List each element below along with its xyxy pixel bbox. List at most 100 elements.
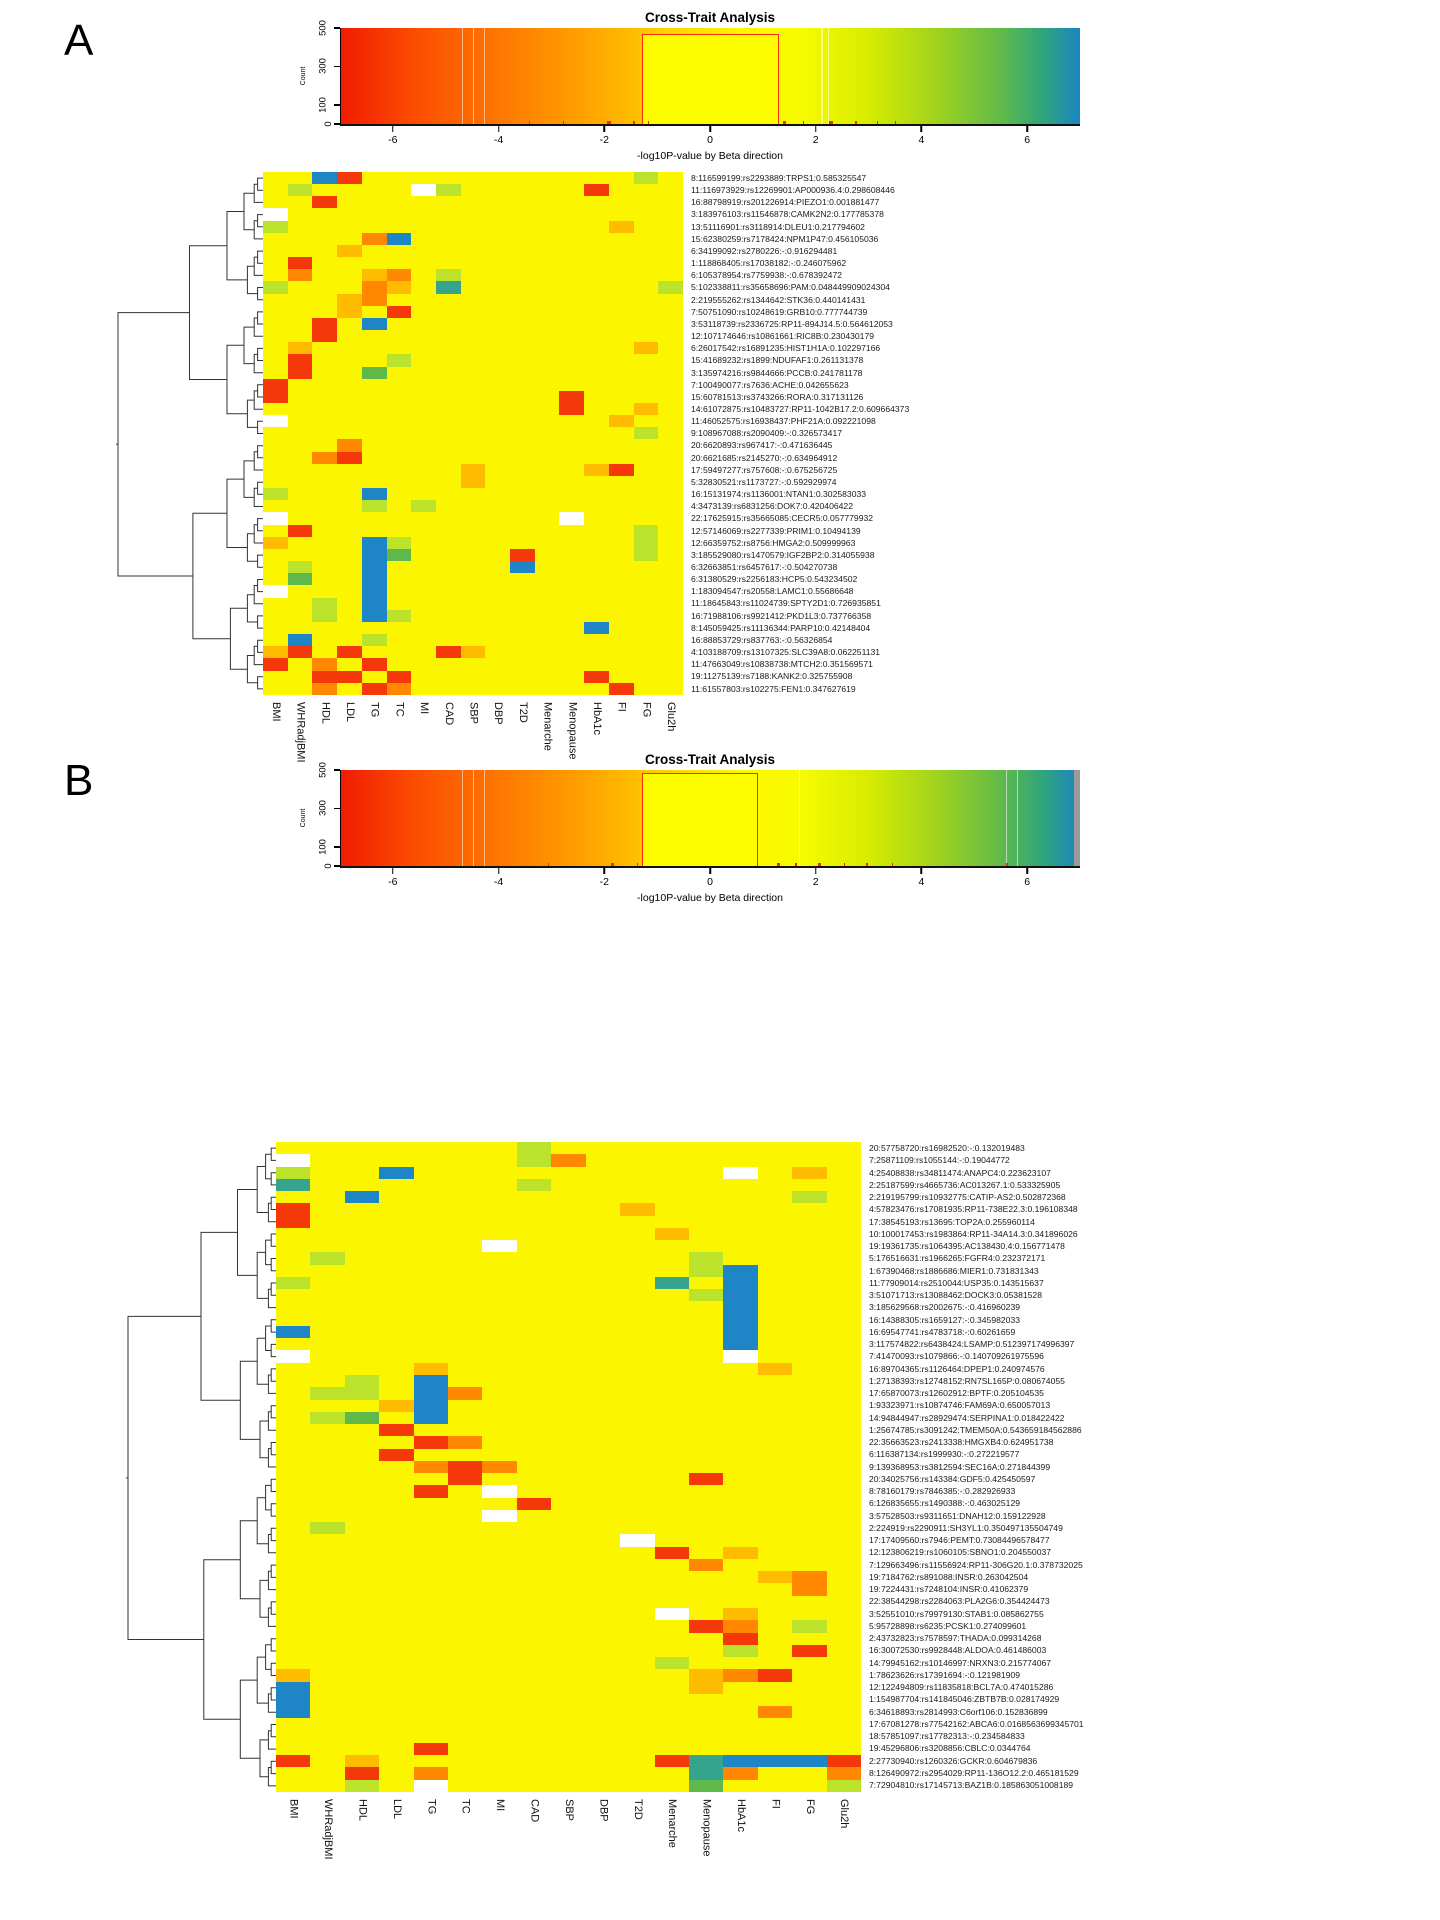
y-tick-mark	[334, 27, 340, 29]
heatmap-cell	[344, 1742, 380, 1756]
heatmap-cell	[263, 512, 288, 525]
heatmap-cell	[534, 585, 560, 598]
heatmap-cell	[826, 1657, 861, 1670]
heatmap-cell	[620, 1399, 655, 1412]
heatmap-cell	[534, 439, 560, 452]
heatmap-cell	[448, 1742, 483, 1756]
heatmap-cell	[585, 1620, 621, 1633]
heatmap-cell	[559, 670, 585, 683]
heatmap-cell	[757, 1583, 793, 1596]
column-label: HbA1c	[584, 702, 609, 797]
heatmap-cell	[792, 1693, 827, 1707]
column-label-text: HbA1c	[734, 1799, 747, 1833]
heatmap-cell	[585, 1424, 621, 1437]
heatmap-cell	[276, 1583, 311, 1596]
heatmap-cell	[826, 1411, 861, 1425]
heatmap-cell	[310, 1767, 345, 1780]
row-label: 6:34199092:rs2780226:-:0.916294481	[691, 245, 838, 256]
heatmap-cell	[482, 1669, 517, 1682]
heatmap-cell	[688, 1215, 724, 1228]
heatmap-cell	[757, 1191, 793, 1204]
heatmap-cell	[411, 658, 436, 671]
heatmap-cell	[435, 500, 461, 513]
heatmap-cell	[344, 1276, 380, 1290]
heatmap-cell	[361, 293, 387, 306]
heatmap-cell	[757, 1276, 793, 1290]
heatmap-cell	[411, 548, 436, 562]
heatmap-cell	[411, 634, 436, 647]
heatmap-cell	[723, 1227, 758, 1241]
heatmap-cell	[485, 451, 511, 464]
heatmap-cell	[757, 1546, 793, 1559]
column-label-text: CAD	[442, 702, 455, 726]
heatmap-cell	[608, 585, 634, 598]
heatmap-cell	[344, 1374, 380, 1388]
row-label: 15:62380259:rs7178424:NPM1P47:0.45610503…	[691, 233, 879, 244]
heatmap-cell	[516, 1338, 552, 1351]
heatmap-cell	[435, 475, 461, 489]
heatmap-cell	[411, 524, 436, 537]
heatmap-cell	[386, 463, 412, 476]
heatmap-cell	[379, 1534, 414, 1547]
heatmap-cell	[361, 342, 387, 355]
heatmap-cell	[723, 1558, 758, 1572]
heatmap-cell	[620, 1252, 655, 1265]
heatmap-cell	[435, 281, 461, 294]
heatmap-cell	[620, 1546, 655, 1559]
heatmap-cell	[413, 1657, 449, 1670]
heatmap-cell	[310, 1620, 345, 1633]
heatmap-cell	[287, 585, 313, 598]
heatmap-cell	[559, 208, 585, 221]
heatmap-cell	[585, 1203, 621, 1216]
heatmap-cell	[485, 682, 511, 695]
heatmap-cell	[510, 305, 535, 318]
row-label: 6:31380529:rs2256183:HCP5:0.543234502	[691, 574, 858, 585]
heatmap-cell	[633, 585, 659, 598]
heatmap-cell	[633, 427, 659, 440]
heatmap-cell	[633, 536, 659, 549]
heatmap-cell	[361, 658, 387, 671]
heatmap-cell	[654, 1681, 689, 1694]
heatmap-cell	[379, 1276, 414, 1290]
heatmap-cell	[411, 439, 436, 452]
heatmap-cell	[344, 1546, 380, 1559]
heatmap-cell	[379, 1718, 414, 1731]
heatmap-cell	[276, 1276, 311, 1290]
heatmap-cell	[654, 1313, 689, 1326]
row-label: 8:116599199:rs2293889:TRPS1:0.585325547	[691, 173, 867, 183]
heatmap-cell	[310, 1497, 345, 1510]
colorbar-y-axis: Count 0 100 300 500	[300, 20, 340, 127]
heatmap-cell	[792, 1154, 827, 1167]
heatmap-cell	[516, 1755, 552, 1768]
heatmap-cell	[312, 317, 338, 331]
heatmap-cell	[826, 1767, 861, 1780]
heatmap-cell	[757, 1240, 793, 1253]
heatmap-cell	[485, 184, 511, 197]
heatmap-cell	[344, 1767, 380, 1780]
heatmap-cell	[411, 330, 436, 343]
heatmap-cell	[337, 208, 362, 221]
heatmap-cell	[411, 232, 436, 245]
heatmap-cell	[413, 1473, 449, 1486]
heatmap-cell	[792, 1387, 827, 1400]
heatmap-cell	[620, 1240, 655, 1253]
heatmap-cell	[654, 1191, 689, 1204]
heatmap-cell	[534, 658, 560, 671]
heatmap-cell	[310, 1718, 345, 1731]
heatmap-cell	[435, 658, 461, 671]
heatmap-cell	[460, 548, 486, 562]
heatmap-cell	[379, 1681, 414, 1694]
heatmap-cell	[551, 1632, 586, 1645]
row-label: 9:108967088:rs2090409:-:0.326573417	[691, 428, 843, 439]
heatmap-cell	[757, 1460, 793, 1474]
heatmap-cell	[757, 1436, 793, 1449]
heatmap-cell	[551, 1424, 586, 1437]
heatmap-cell	[276, 1473, 311, 1486]
heatmap-cell	[654, 1718, 689, 1731]
y-tick-label: 0	[322, 863, 334, 869]
heatmap-cell	[361, 244, 387, 258]
heatmap-cell	[688, 1240, 724, 1253]
row-label: 6:34618893:rs2814993:C6orf106:0.15283689…	[869, 1706, 1048, 1717]
heatmap-cell	[620, 1203, 655, 1216]
heatmap-cell	[482, 1632, 517, 1645]
